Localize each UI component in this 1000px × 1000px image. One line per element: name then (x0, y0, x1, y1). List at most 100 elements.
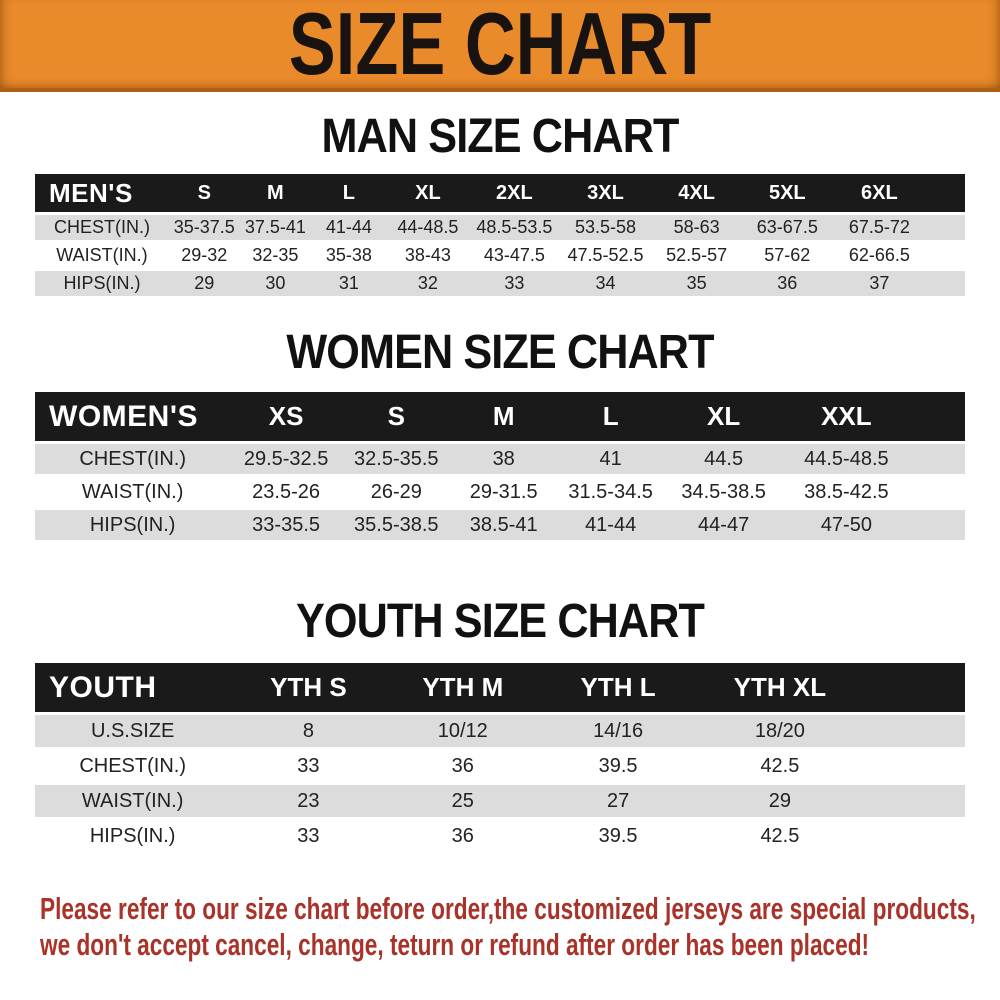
disclaimer-line-1: Please refer to our size chart before or… (40, 891, 976, 926)
row-label: CHEST(IN.) (35, 444, 231, 477)
size-value-cell: 44.5 (664, 444, 783, 477)
size-value-cell: 47-50 (782, 510, 911, 543)
table-row: HIPS(IN.) 29 30 31 32 33 34 35 36 37 (35, 271, 965, 299)
row-filler (910, 510, 965, 543)
size-value-cell: 47.5-52.5 (559, 243, 652, 271)
table-group-label: MEN'S (35, 174, 169, 215)
table-row: CHEST(IN.) 33 36 39.5 42.5 (35, 750, 965, 785)
size-value-cell: 32-35 (239, 243, 312, 271)
table-group-label: WOMEN'S (35, 392, 231, 444)
table-row: WAIST(IN.) 23 25 27 29 (35, 785, 965, 820)
size-column-header: YTH XL (697, 663, 863, 715)
size-column-header: 6XL (832, 174, 926, 215)
size-column-header: 2XL (469, 174, 560, 215)
size-value-cell: 29-31.5 (450, 477, 557, 510)
row-filler (925, 215, 965, 243)
table-header-row: YOUTH YTH S YTH M YTH L YTH XL (35, 663, 965, 715)
women-size-table: WOMEN'S XS S M L XL XXL CHEST(IN.) 29.5-32.5 32.5… (35, 392, 965, 543)
size-value-cell: 10/12 (386, 715, 540, 750)
size-value-cell: 14/16 (539, 715, 698, 750)
size-column-header: L (311, 174, 387, 215)
size-value-cell: 43-47.5 (469, 243, 560, 271)
size-column-header: L (556, 392, 665, 444)
table-row: HIPS(IN.) 33-35.5 35.5-38.5 38.5-41 41-44 44-… (35, 510, 965, 543)
row-label: WAIST(IN.) (35, 477, 231, 510)
row-label: HIPS(IN.) (35, 510, 231, 543)
size-column-header: YTH M (386, 663, 540, 715)
row-label: WAIST(IN.) (35, 243, 169, 271)
size-value-cell: 33 (469, 271, 560, 299)
page-title: SIZE CHART (288, 0, 712, 93)
size-value-cell: 52.5-57 (651, 243, 742, 271)
size-value-cell: 42.5 (697, 820, 863, 855)
size-column-header: 3XL (559, 174, 652, 215)
size-column-header: YTH S (230, 663, 387, 715)
size-value-cell: 18/20 (697, 715, 863, 750)
size-value-cell: 36 (741, 271, 833, 299)
youth-size-chart-title: YOUTH SIZE CHART (295, 595, 705, 648)
size-value-cell: 53.5-58 (559, 215, 652, 243)
size-value-cell: 8 (230, 715, 387, 750)
size-column-header: M (450, 392, 557, 444)
size-column-header: XS (230, 392, 342, 444)
size-value-cell: 37.5-41 (239, 215, 312, 243)
size-value-cell: 33 (230, 750, 387, 785)
size-value-cell: 41-44 (556, 510, 665, 543)
table-row: WAIST(IN.) 23.5-26 26-29 29-31.5 31.5-34.5 34… (35, 477, 965, 510)
size-value-cell: 26-29 (341, 477, 451, 510)
size-value-cell: 41-44 (311, 215, 387, 243)
row-filler (862, 820, 965, 855)
size-value-cell: 35.5-38.5 (341, 510, 451, 543)
size-value-cell: 32 (386, 271, 470, 299)
table-row: HIPS(IN.) 33 36 39.5 42.5 (35, 820, 965, 855)
row-label: HIPS(IN.) (35, 271, 169, 299)
size-value-cell: 33-35.5 (230, 510, 342, 543)
women-size-chart-title: WOMEN SIZE CHART (286, 326, 714, 379)
row-label: CHEST(IN.) (35, 215, 169, 243)
size-value-cell: 38 (450, 444, 557, 477)
size-value-cell: 42.5 (697, 750, 863, 785)
size-value-cell: 31 (311, 271, 387, 299)
size-value-cell: 37 (832, 271, 926, 299)
size-value-cell: 35 (651, 271, 742, 299)
table-row: U.S.SIZE 8 10/12 14/16 18/20 (35, 715, 965, 750)
table-group-label: YOUTH (35, 663, 231, 715)
size-value-cell: 29.5-32.5 (230, 444, 342, 477)
table-row: CHEST(IN.) 29.5-32.5 32.5-35.5 38 41 44.5 44.5… (35, 444, 965, 477)
size-value-cell: 36 (386, 750, 540, 785)
size-value-cell: 29 (697, 785, 863, 820)
size-chart-banner: SIZE CHART (0, 0, 1000, 92)
size-value-cell: 30 (239, 271, 312, 299)
size-value-cell: 38-43 (386, 243, 470, 271)
size-value-cell: 23 (230, 785, 387, 820)
size-value-cell: 58-63 (651, 215, 742, 243)
size-value-cell: 36 (386, 820, 540, 855)
size-value-cell: 63-67.5 (741, 215, 833, 243)
size-value-cell: 44-47 (664, 510, 783, 543)
header-filler (925, 174, 965, 215)
size-column-header: M (239, 174, 312, 215)
row-filler (925, 243, 965, 271)
size-value-cell: 31.5-34.5 (556, 477, 665, 510)
row-label: U.S.SIZE (35, 715, 231, 750)
table-row: CHEST(IN.) 35-37.5 37.5-41 41-44 44-48.5 48.5… (35, 215, 965, 243)
size-value-cell: 39.5 (539, 820, 698, 855)
size-column-header: YTH L (539, 663, 698, 715)
size-value-cell: 38.5-41 (450, 510, 557, 543)
header-filler (910, 392, 965, 444)
size-column-header: 5XL (741, 174, 833, 215)
size-value-cell: 39.5 (539, 750, 698, 785)
size-column-header: XL (386, 174, 470, 215)
table-row: WAIST(IN.) 29-32 32-35 35-38 38-43 43-47.5 47.… (35, 243, 965, 271)
size-column-header: XL (664, 392, 783, 444)
size-column-header: S (168, 174, 240, 215)
order-disclaimer: Please refer to our size chart before or… (0, 891, 1000, 963)
size-value-cell: 33 (230, 820, 387, 855)
size-value-cell: 29-32 (168, 243, 240, 271)
row-filler (862, 785, 965, 820)
size-value-cell: 44.5-48.5 (782, 444, 911, 477)
row-filler (910, 444, 965, 477)
man-size-chart-title: MAN SIZE CHART (321, 110, 680, 163)
row-label: WAIST(IN.) (35, 785, 231, 820)
size-column-header: 4XL (651, 174, 742, 215)
